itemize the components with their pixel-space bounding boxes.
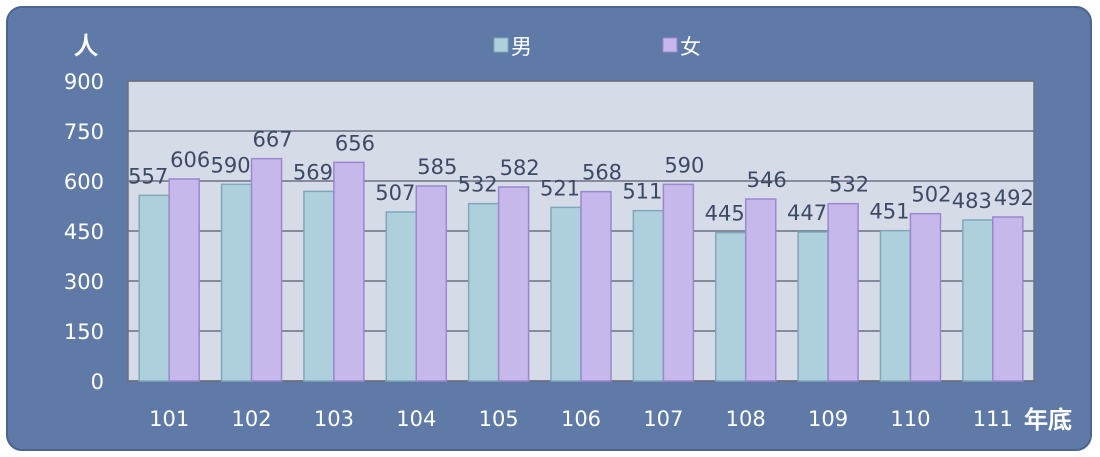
data-label-female: 492 [994, 186, 1034, 210]
bar-male [714, 231, 747, 382]
x-tick-label: 108 [726, 407, 766, 431]
data-label-male: 590 [210, 153, 250, 177]
data-label-male: 511 [622, 180, 662, 204]
x-tick-label: 109 [808, 407, 848, 431]
bar-female [662, 183, 695, 382]
x-tick-label: 101 [149, 407, 189, 431]
bar-male [550, 206, 582, 382]
data-label-male: 483 [952, 189, 992, 213]
legend-label-male: 男 [511, 35, 532, 59]
bar-female [497, 186, 530, 382]
legend-swatch-male [493, 37, 509, 53]
bars [138, 157, 1024, 382]
y-tick-label: 0 [91, 370, 104, 394]
bar-male [797, 231, 829, 382]
x-tick-label: 103 [314, 407, 354, 431]
data-label-male: 557 [128, 164, 168, 188]
x-tick-label: 106 [561, 407, 601, 431]
y-tick-label: 600 [64, 170, 104, 194]
x-tick-label: 107 [643, 407, 683, 431]
data-label-male: 521 [540, 176, 580, 200]
data-label-male: 445 [705, 202, 745, 226]
data-label-female: 656 [335, 131, 375, 155]
legend-swatch-female [662, 37, 678, 53]
data-label-female: 582 [500, 156, 540, 180]
bar-male [385, 211, 418, 382]
data-label-female: 590 [664, 153, 704, 177]
bar-female [744, 198, 777, 382]
data-label-female: 667 [252, 128, 292, 152]
bar-female [580, 190, 612, 382]
data-label-male: 532 [458, 173, 498, 197]
data-label-male: 447 [787, 201, 827, 225]
x-tick-label: 104 [396, 407, 436, 431]
bar-male [962, 219, 994, 382]
bar-female [333, 161, 365, 382]
y-tick-label: 450 [64, 220, 104, 244]
data-label-female: 568 [582, 161, 622, 185]
bar-male [220, 183, 253, 382]
data-label-female: 532 [829, 173, 869, 197]
bar-male [467, 202, 500, 382]
legend-label-female: 女 [680, 35, 701, 59]
data-label-male: 569 [293, 160, 333, 184]
y-axis-unit-label: 人 [74, 32, 98, 60]
bar-male [138, 194, 170, 382]
data-label-female: 546 [747, 168, 787, 192]
data-label-male: 451 [869, 200, 909, 224]
y-tick-label: 300 [64, 270, 104, 294]
y-tick-label: 150 [64, 320, 104, 344]
bar-female [992, 216, 1024, 382]
data-label-female: 606 [170, 148, 210, 172]
bar-female [909, 212, 942, 382]
x-tick-label: 110 [890, 407, 930, 431]
x-tick-label: 102 [231, 407, 271, 431]
bar-female [250, 157, 283, 382]
x-tick-label: 111 [973, 407, 1013, 431]
bar-male [303, 190, 335, 382]
y-tick-label: 750 [64, 120, 104, 144]
legend: 男 女 [493, 35, 701, 59]
data-label-male: 507 [375, 181, 415, 205]
bar-male [879, 229, 912, 382]
bar-male [632, 209, 665, 382]
data-label-female: 502 [911, 183, 951, 207]
bar-female [827, 202, 859, 382]
bar-female [415, 185, 448, 382]
axis-labels: 0 150 300 450 600 750 900 101 102 103 104 105 106 107… [64, 70, 1013, 431]
data-label-female: 585 [417, 155, 457, 179]
bar-female [168, 178, 200, 382]
y-tick-label: 900 [64, 70, 104, 94]
x-tick-label: 105 [479, 407, 519, 431]
x-axis-unit-label: 年底 [1024, 406, 1072, 434]
